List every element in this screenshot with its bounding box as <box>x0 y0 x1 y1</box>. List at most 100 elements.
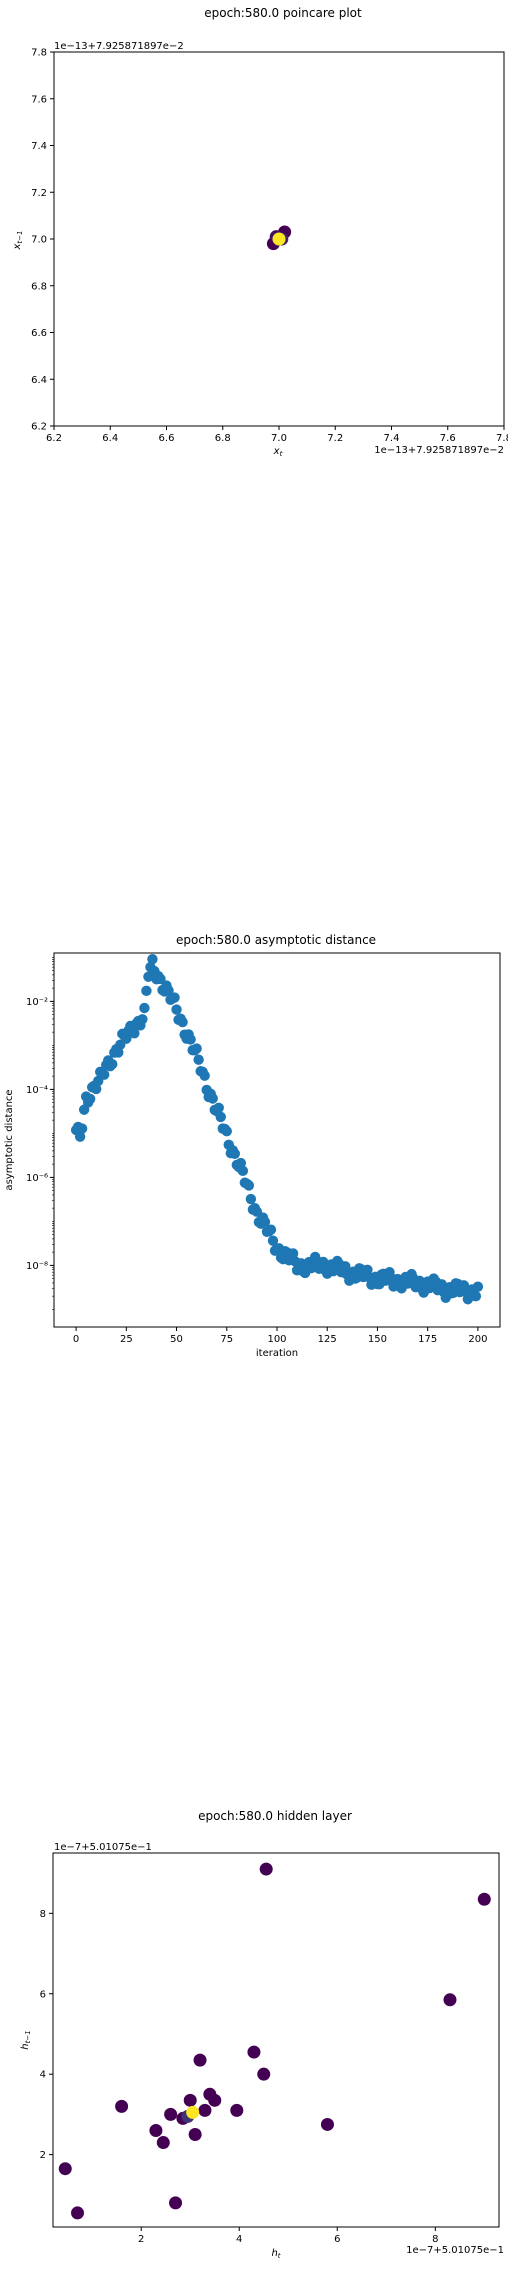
data-point <box>340 1261 351 1272</box>
y-tick-label: 10⁻² <box>26 997 48 1008</box>
hidden-y-ticks: 2 4 6 8 <box>40 1909 53 2161</box>
data-point <box>267 1235 279 1246</box>
x-tick-label: 6 <box>334 2234 340 2245</box>
data-point <box>169 2196 183 2210</box>
data-point <box>259 1862 273 1876</box>
y-tick-label: 6.2 <box>31 422 47 433</box>
y-tick-label: 7.0 <box>31 235 47 246</box>
data-point <box>198 2103 212 2117</box>
asymptotic-title: epoch:580.0 asymptotic distance <box>176 933 376 947</box>
x-tick-label: 6.2 <box>46 433 62 444</box>
poincare-y-ticks: 6.2 6.4 6.6 6.8 7.0 7.2 7.4 7.6 7.8 <box>31 48 54 433</box>
data-point <box>470 1291 482 1302</box>
data-point <box>287 1248 299 1259</box>
data-point <box>137 1014 148 1025</box>
data-point <box>245 1193 257 1205</box>
x-tick-label: 8 <box>432 2234 438 2245</box>
asymptotic-plot-area <box>53 952 501 1328</box>
poincare-y-label: xt−1 <box>12 231 24 251</box>
data-point <box>164 2107 178 2121</box>
poincare-title: epoch:580.0 poincare plot <box>204 6 362 20</box>
poincare-x-offset: 1e−13+7.925871897e−2 <box>374 445 504 456</box>
asymptotic-y-label: asymptotic distance <box>4 1089 15 1190</box>
data-point <box>84 1093 96 1105</box>
x-tick-label: 175 <box>418 1334 437 1345</box>
y-tick-label: 7.2 <box>31 188 47 199</box>
x-tick-label: 6.8 <box>215 433 231 444</box>
x-tick-label: 7.8 <box>496 433 508 444</box>
data-point <box>213 1102 224 1114</box>
y-tick-label: 8 <box>40 1909 46 1920</box>
data-point <box>215 1111 226 1123</box>
y-tick-label: 4 <box>40 2070 46 2081</box>
data-point <box>90 1083 102 1095</box>
data-point <box>229 1148 241 1159</box>
hidden-plot-area <box>52 1852 500 2228</box>
x-tick-label: 2 <box>138 2234 144 2245</box>
data-point <box>265 1224 277 1235</box>
x-tick-label: 50 <box>170 1334 183 1345</box>
poincare-x-label: xt <box>273 446 283 458</box>
data-point <box>221 1126 232 1137</box>
hidden-title: epoch:580.0 hidden layer <box>198 1809 352 1823</box>
x-tick-label: 7.6 <box>440 433 456 444</box>
data-point <box>477 1892 491 1906</box>
data-point <box>472 1281 484 1292</box>
data-point <box>199 1070 210 1081</box>
data-point <box>58 2162 72 2176</box>
data-point <box>107 1058 118 1070</box>
data-point <box>177 1016 188 1028</box>
x-tick-label: 75 <box>220 1334 233 1345</box>
data-point <box>115 2099 129 2113</box>
x-tick-label: 0 <box>73 1334 79 1345</box>
data-point <box>71 2206 85 2220</box>
y-tick-label: 6 <box>40 1989 46 2000</box>
x-tick-label: 7.4 <box>384 433 400 444</box>
data-point <box>230 2103 244 2117</box>
data-point <box>163 985 174 996</box>
hidden-y-label: ht−1 <box>20 2030 32 2049</box>
data-point <box>185 1034 196 1045</box>
y-tick-label: 2 <box>40 2150 46 2161</box>
data-point <box>259 1216 271 1228</box>
hidden-points <box>58 1862 491 2220</box>
y-tick-label: 6.8 <box>31 281 47 292</box>
data-point <box>147 953 158 965</box>
data-point <box>443 1993 457 2007</box>
data-point <box>141 985 152 997</box>
data-point <box>193 1054 204 1065</box>
y-tick-label: 7.8 <box>31 48 47 59</box>
data-point <box>76 1123 88 1134</box>
x-tick-label: 7.2 <box>327 433 343 444</box>
asymptotic-points <box>70 953 484 1305</box>
hidden-x-label: ht <box>271 2248 280 2260</box>
hidden-layer-chart: epoch:580.0 hidden layer 1e−7+5.01075e−1… <box>20 1809 504 2260</box>
y-tick-label: 7.4 <box>31 141 47 152</box>
data-point <box>235 1157 247 1169</box>
data-point <box>191 1043 202 1054</box>
y-tick-label: 7.6 <box>31 94 47 105</box>
data-point <box>237 1165 249 1177</box>
y-tick-label: 6.6 <box>31 328 47 339</box>
data-point <box>74 1131 86 1142</box>
poincare-points <box>266 225 292 251</box>
y-tick-label: 10⁻⁸ <box>26 1261 48 1272</box>
poincare-x-ticks: 6.2 6.4 6.6 6.8 7.0 7.2 7.4 7.6 7.8 <box>46 426 508 444</box>
x-tick-label: 7.0 <box>271 433 287 444</box>
x-tick-label: 4 <box>236 2234 242 2245</box>
x-tick-label: 125 <box>318 1334 337 1345</box>
poincare-y-offset: 1e−13+7.925871897e−2 <box>54 41 184 52</box>
data-point <box>139 1002 150 1014</box>
data-point <box>171 1004 182 1015</box>
asymptotic-distance-chart: epoch:580.0 asymptotic distance 0 25 50 75 1… <box>4 933 501 1359</box>
data-point <box>99 1069 110 1080</box>
data-point <box>320 2117 334 2131</box>
data-point <box>272 232 286 246</box>
data-point <box>155 973 166 985</box>
poincare-plot-chart: epoch:580.0 poincare plot 1e−13+7.925871… <box>12 6 508 458</box>
data-point <box>208 2093 222 2107</box>
data-point <box>156 2136 170 2150</box>
data-point <box>169 992 180 1003</box>
asymptotic-x-label: iteration <box>256 1348 298 1359</box>
